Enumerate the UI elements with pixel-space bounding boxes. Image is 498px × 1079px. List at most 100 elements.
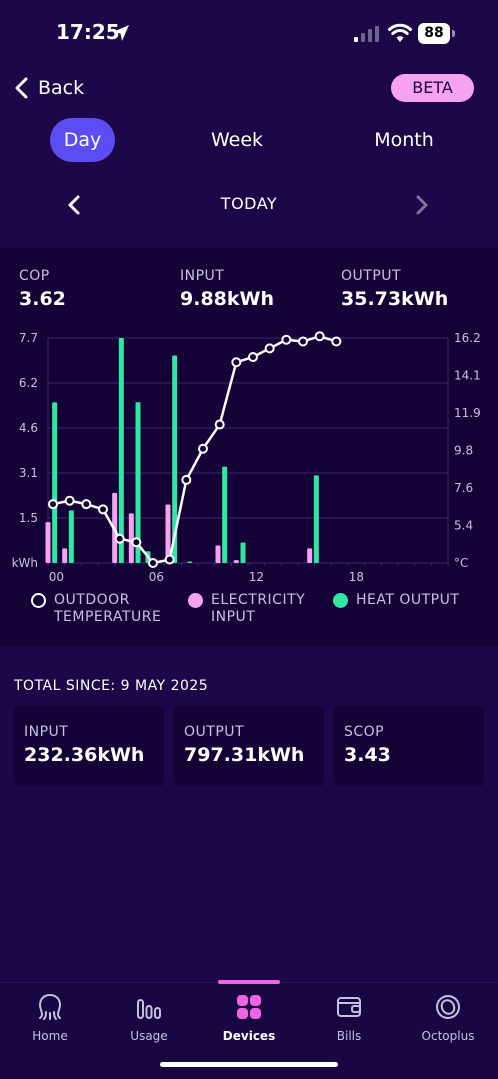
nav-home[interactable]: Home xyxy=(5,991,95,1043)
bar-chart-icon xyxy=(137,999,161,1019)
previous-day-icon[interactable] xyxy=(64,194,84,216)
nav-octoplus[interactable]: Octoplus xyxy=(403,991,493,1043)
outdoor-temperature-point xyxy=(48,499,58,510)
nav-bills-label: Bills xyxy=(336,1029,362,1043)
back-button[interactable]: Back xyxy=(14,74,84,102)
active-tab-indicator xyxy=(218,980,280,984)
outdoor-temperature-point xyxy=(98,504,108,515)
total-output-value: 797.31kWh xyxy=(184,744,305,766)
chevron-left-icon xyxy=(15,77,28,99)
outdoor-temperature-point xyxy=(264,343,275,354)
tab-day[interactable]: Day xyxy=(50,118,115,162)
wifi-icon xyxy=(388,23,412,42)
status-time: 17:25 xyxy=(56,20,120,44)
tab-week[interactable]: Week xyxy=(210,129,264,151)
date-navigator: TODAY xyxy=(0,188,498,222)
total-output-label: OUTPUT xyxy=(184,724,245,740)
total-card-input: INPUT 232.36kWh xyxy=(14,706,164,786)
outdoor-temperature-point xyxy=(248,352,258,363)
wallet-icon xyxy=(337,997,361,1017)
electricity-input-bar xyxy=(307,548,313,563)
heat-output-bar xyxy=(52,402,58,563)
nav-usage-label: Usage xyxy=(130,1029,168,1043)
outdoor-temperature-point xyxy=(164,554,175,565)
electricity-input-bar xyxy=(215,545,221,563)
legend-label: ELECTRICITY INPUT xyxy=(211,592,306,625)
x-axis-tick-label: 06 xyxy=(149,570,164,584)
left-axis-tick-label: 1.5 xyxy=(19,511,38,525)
right-axis-tick-label: 5.4 xyxy=(454,519,473,533)
legend-heat-output[interactable]: HEAT OUTPUT xyxy=(333,592,478,609)
home-indicator xyxy=(160,1062,338,1067)
stat-output-value: 35.73kWh xyxy=(341,288,449,310)
period-tabs: Day Week Month xyxy=(0,118,498,162)
outdoor-temperature-point xyxy=(81,499,92,510)
legend-dot-icon xyxy=(333,593,348,608)
electricity-input-bar xyxy=(128,513,134,563)
heat-output-bar xyxy=(222,466,228,563)
grid-icon xyxy=(237,995,261,1019)
electricity-input-bar xyxy=(165,504,171,563)
battery-indicator: 88 xyxy=(418,23,450,44)
outdoor-temperature-point xyxy=(148,558,158,568)
outdoor-temperature-point xyxy=(181,474,192,485)
nav-bills[interactable]: Bills xyxy=(304,991,394,1043)
total-scop-label: SCOP xyxy=(344,724,385,740)
legend-label: HEAT OUTPUT xyxy=(356,592,460,608)
electricity-input-bar xyxy=(233,560,239,563)
nav-devices[interactable]: Devices xyxy=(204,991,294,1043)
right-axis-tick-label: 16.2 xyxy=(454,331,481,345)
legend-ring-icon xyxy=(31,593,46,608)
battery-cap xyxy=(452,30,455,37)
outdoor-temperature-point xyxy=(331,336,342,347)
date-label: TODAY xyxy=(220,194,278,213)
heat-output-bar xyxy=(172,355,178,563)
legend-dot-icon xyxy=(188,593,203,608)
energy-chart: 1.5 3.1 4.6 6.2 7.7 kWh 5.4 7.6 9.8 11.9 14.1 16.2 °… xyxy=(12,331,481,584)
nav-home-label: Home xyxy=(32,1029,68,1043)
stat-input-value: 9.88kWh xyxy=(180,288,274,310)
electricity-input-bar xyxy=(45,522,51,563)
nav-devices-label: Devices xyxy=(222,1029,276,1043)
stat-output-label: OUTPUT xyxy=(341,268,402,284)
total-input-value: 232.36kWh xyxy=(24,744,145,766)
legend-outdoor-temperature[interactable]: OUTDOOR TEMPERATURE xyxy=(31,592,176,626)
heat-output-bar xyxy=(135,402,141,563)
tab-month[interactable]: Month xyxy=(374,129,434,151)
stat-input-label: INPUT xyxy=(180,268,225,284)
octopus-icon xyxy=(38,994,62,1020)
legend-label: OUTDOOR TEMPERATURE xyxy=(54,592,162,625)
outdoor-temperature-point xyxy=(281,334,292,345)
outdoor-temperature-point xyxy=(131,537,142,548)
right-axis-tick-label: 14.1 xyxy=(454,369,481,383)
nav-usage[interactable]: Usage xyxy=(104,991,194,1043)
left-axis-tick-label: 3.1 xyxy=(19,466,38,480)
x-axis-tick-label: 12 xyxy=(249,570,264,584)
totals-title: TOTAL SINCE: 9 MAY 2025 xyxy=(14,678,209,694)
outdoor-temperature-point xyxy=(314,331,325,342)
left-axis-tick-label: 6.2 xyxy=(19,376,38,390)
total-card-output: OUTPUT 797.31kWh xyxy=(174,706,324,786)
outdoor-temperature-point xyxy=(198,443,208,454)
x-axis-tick-label: 00 xyxy=(49,570,64,584)
coin-icon xyxy=(436,995,460,1019)
total-scop-value: 3.43 xyxy=(344,744,391,766)
chart-legend: OUTDOOR TEMPERATURE ELECTRICITY INPUT HE… xyxy=(0,592,498,636)
x-axis-tick-label: 18 xyxy=(349,570,364,584)
stat-cop-label: COP xyxy=(19,268,50,284)
outdoor-temperature-line xyxy=(52,335,337,565)
outdoor-temperature-point xyxy=(64,495,75,506)
chart-panel: COP 3.62 INPUT 9.88kWh OUTPUT 35.73kWh 1… xyxy=(0,248,498,646)
heat-output-bar xyxy=(187,561,193,563)
right-axis-tick-label: 9.8 xyxy=(454,444,473,458)
outdoor-temperature-point xyxy=(298,336,308,347)
heat-output-bar xyxy=(313,475,319,563)
next-day-icon[interactable] xyxy=(412,194,432,216)
legend-electricity-input[interactable]: ELECTRICITY INPUT xyxy=(188,592,323,626)
stat-output: OUTPUT 35.73kWh xyxy=(341,268,448,310)
heat-output-bar xyxy=(240,542,246,563)
stat-input: INPUT 9.88kWh xyxy=(180,268,274,310)
heat-output-bar xyxy=(118,338,124,563)
status-bar: 17:25 88 xyxy=(0,0,498,64)
right-axis-tick-label: 11.9 xyxy=(454,406,481,420)
